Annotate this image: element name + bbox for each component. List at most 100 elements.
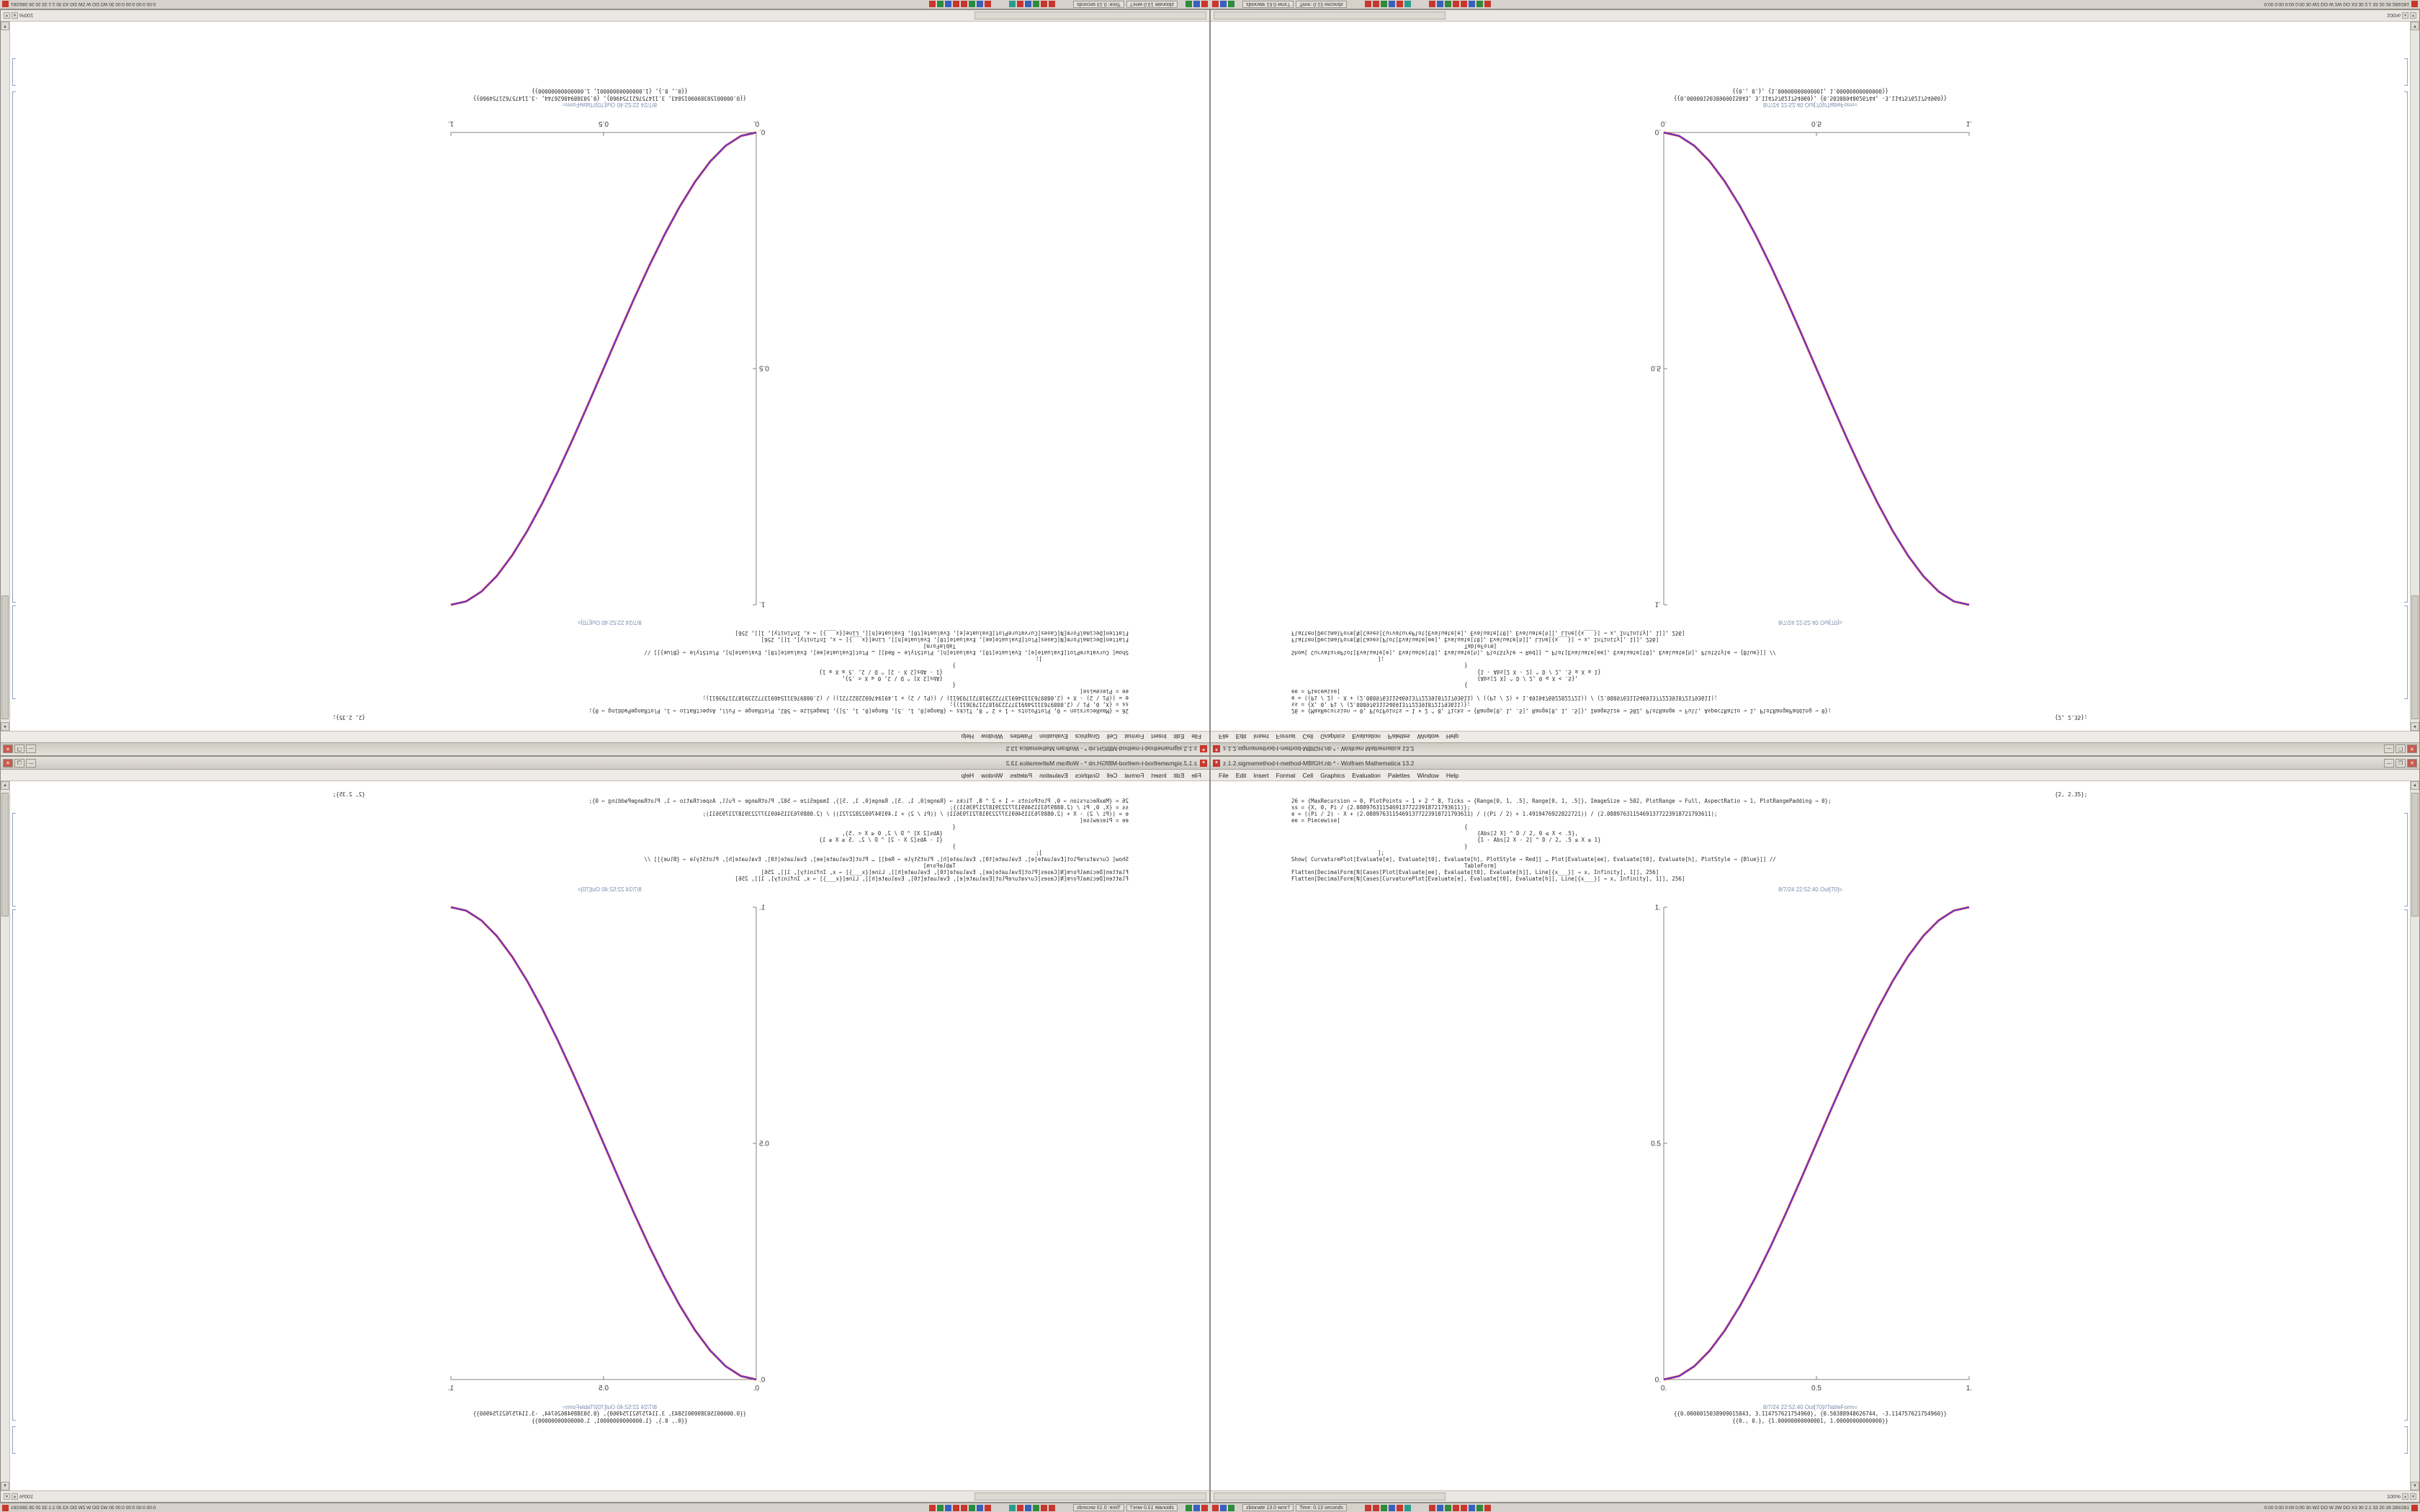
taskbar-icon[interactable] (1428, 1, 1435, 8)
menu-item[interactable]: Window (981, 771, 1003, 779)
taskbar-icon[interactable] (1220, 1, 1227, 8)
taskbar-icon[interactable] (937, 1, 944, 8)
horizontal-scrollbar[interactable] (1214, 12, 1446, 19)
taskbar-icon[interactable] (1025, 1504, 1032, 1511)
taskbar-icon[interactable] (1436, 1, 1443, 8)
menu-item[interactable]: Window (1417, 771, 1439, 779)
menu-item[interactable]: Window (1417, 733, 1439, 741)
taskbar-icon[interactable] (1364, 1504, 1371, 1511)
taskbar-icon[interactable] (1444, 1, 1451, 8)
taskbar-icon[interactable] (1041, 1504, 1048, 1511)
scroll-down-arrow[interactable]: ▼ (1, 1482, 9, 1490)
taskbar-window-button[interactable]: Time: 0.13 seconds (1073, 1, 1124, 8)
taskbar-icon[interactable] (1372, 1504, 1379, 1511)
close-button[interactable]: ✕ (2407, 744, 2417, 754)
menu-item[interactable]: File (1219, 733, 1229, 741)
taskbar-window-button[interactable]: Time: 0.13 seconds (1073, 1504, 1124, 1511)
taskbar-window-button[interactable]: Time: 0.13 seconds (1296, 1, 1347, 8)
taskbar-icon[interactable] (1452, 1, 1459, 8)
taskbar-icon[interactable] (1212, 1, 1219, 8)
menu-item[interactable]: Edit (1173, 771, 1185, 779)
horizontal-scrollbar[interactable] (974, 1493, 1206, 1500)
scroll-thumb[interactable] (1, 793, 9, 917)
taskbar-icon[interactable] (1436, 1504, 1443, 1511)
scroll-down-arrow[interactable]: ▼ (2411, 1482, 2419, 1490)
menu-item[interactable]: File (1219, 771, 1229, 779)
window-titlebar[interactable]: ✶ z.1.2.sigmamethod-t-method-MBfGH.nb * … (1, 757, 1209, 770)
taskbar-icon[interactable] (1460, 1504, 1467, 1511)
taskbar-window-button[interactable]: zbionate 13.0 wmr7 (1126, 1504, 1178, 1511)
taskbar-icon[interactable] (1186, 1504, 1192, 1511)
tray-icon[interactable] (2, 1504, 9, 1511)
taskbar-icon[interactable] (1193, 1504, 1200, 1511)
notebook-area[interactable]: {2, 2.35}; 26 = {MaxRecursion → 0, PlotPo… (1211, 22, 2419, 731)
maximize-button[interactable]: ❐ (14, 758, 24, 768)
code-cell[interactable]: {2, 2.35}; 26 = {MaxRecursion → 0, PlotPo… (1291, 791, 2410, 882)
menu-item[interactable]: Evaluation (1352, 733, 1381, 741)
zoom-down-arrow[interactable]: ▼ (4, 12, 10, 19)
menu-item[interactable]: Help (1446, 771, 1459, 779)
taskbar-icon[interactable] (1364, 1, 1371, 8)
taskbar-icon[interactable] (969, 1, 976, 8)
taskbar-icon[interactable] (1033, 1504, 1040, 1511)
vertical-scrollbar[interactable]: ▲ ▼ (2410, 781, 2419, 1490)
taskbar-window-button[interactable]: zbionate 13.0 wmr7 (1126, 1, 1178, 8)
taskbar-icon[interactable] (1380, 1504, 1387, 1511)
scroll-down-arrow[interactable]: ▼ (1, 22, 9, 30)
taskbar-window-button[interactable]: zbionate 13.0 wmr7 (1242, 1504, 1294, 1511)
vertical-scrollbar[interactable]: ▲ ▼ (1, 781, 10, 1490)
taskbar-icon[interactable] (1220, 1504, 1227, 1511)
menu-item[interactable]: Help (1446, 733, 1459, 741)
minimize-button[interactable]: — (26, 758, 36, 768)
window-titlebar[interactable]: ✶ z.1.2.sigmamethod-t-method-MBfGH.nb * … (1211, 757, 2419, 770)
scroll-up-arrow[interactable]: ▲ (2411, 781, 2419, 790)
taskbar-icon[interactable] (1428, 1504, 1435, 1511)
taskbar-icon[interactable] (1009, 1, 1016, 8)
minimize-button[interactable]: — (2384, 744, 2394, 754)
close-button[interactable]: ✕ (3, 758, 13, 768)
taskbar-icon[interactable] (977, 1, 984, 8)
taskbar-icon[interactable] (1201, 1, 1208, 8)
notebook-area[interactable]: {2, 2.35}; 26 = {MaxRecursion → 0, PlotPo… (1211, 781, 2419, 1490)
taskbar-icon[interactable] (1388, 1504, 1395, 1511)
maximize-button[interactable]: ❐ (2396, 758, 2406, 768)
menu-item[interactable]: Insert (1151, 771, 1167, 779)
tray-icon[interactable] (2, 1, 9, 8)
code-cell[interactable]: {2, 2.35}; 26 = {MaxRecursion → 0, PlotPo… (1291, 630, 2410, 721)
taskbar-icon[interactable] (1388, 1, 1395, 8)
menu-item[interactable]: Window (981, 733, 1003, 741)
taskbar-icon[interactable] (1484, 1, 1491, 8)
menu-item[interactable]: Evaluation (1039, 733, 1068, 741)
horizontal-scrollbar[interactable] (1214, 1493, 1446, 1500)
scroll-up-arrow[interactable]: ▲ (1, 781, 9, 790)
menu-item[interactable]: Insert (1253, 733, 1269, 741)
menu-item[interactable]: Cell (1302, 733, 1314, 741)
minimize-button[interactable]: — (26, 744, 36, 754)
taskbar-icon[interactable] (937, 1504, 944, 1511)
menu-item[interactable]: Insert (1151, 733, 1167, 741)
scroll-up-arrow[interactable]: ▲ (2411, 722, 2419, 731)
zoom-up-arrow[interactable]: ▲ (12, 1493, 18, 1500)
taskbar-window-button[interactable]: zbionate 13.0 wmr7 (1242, 1, 1294, 8)
taskbar-icon[interactable] (1476, 1, 1483, 8)
menu-item[interactable]: Format (1124, 771, 1144, 779)
taskbar-icon[interactable] (961, 1504, 968, 1511)
menu-item[interactable]: Insert (1253, 771, 1269, 779)
menu-item[interactable]: File (1191, 733, 1201, 741)
taskbar-icon[interactable] (1228, 1504, 1234, 1511)
notebook-area[interactable]: {2, 2.35}; 26 = {MaxRecursion → 0, PlotPo… (1, 781, 1209, 1490)
taskbar-icon[interactable] (1476, 1504, 1483, 1511)
taskbar-icon[interactable] (961, 1, 968, 8)
code-cell[interactable]: {2, 2.35}; 26 = {MaxRecursion → 0, PlotPo… (10, 630, 1129, 721)
minimize-button[interactable]: — (2384, 758, 2394, 768)
maximize-button[interactable]: ❐ (2396, 744, 2406, 754)
menu-item[interactable]: Evaluation (1039, 771, 1068, 779)
menu-item[interactable]: Graphics (1075, 733, 1100, 741)
taskbar-icon[interactable] (1460, 1, 1467, 8)
taskbar-icon[interactable] (1396, 1, 1403, 8)
taskbar-icon[interactable] (1049, 1504, 1056, 1511)
zoom-down-arrow[interactable]: ▼ (2410, 12, 2416, 19)
vertical-scrollbar[interactable]: ▲ ▼ (1, 22, 10, 731)
scroll-down-arrow[interactable]: ▼ (2411, 22, 2419, 30)
code-cell[interactable]: {2, 2.35}; 26 = {MaxRecursion → 0, PlotPo… (10, 791, 1129, 882)
